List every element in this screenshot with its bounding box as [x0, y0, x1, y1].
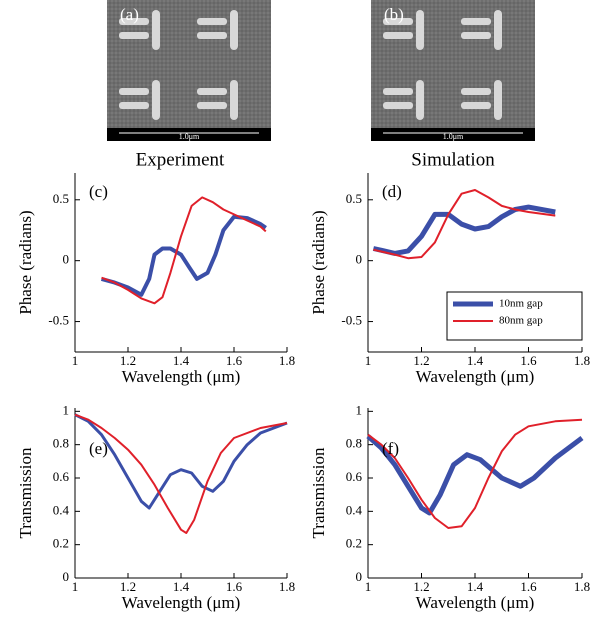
y-tick-label: 0.4: [53, 502, 70, 517]
y-axis-label: Transmission: [16, 447, 35, 539]
y-tick-label: 0: [356, 252, 363, 267]
x-tick-label: 1.6: [520, 579, 537, 594]
series-line: [74, 413, 288, 510]
series-line: [74, 413, 288, 534]
panel-label: (a): [120, 5, 139, 24]
x-tick-label: 1.8: [574, 353, 590, 368]
x-tick-label: 1.4: [467, 579, 484, 594]
y-axis-label: Transmission: [309, 447, 328, 539]
y-tick-label: 1: [356, 402, 363, 417]
panel-label: (d): [382, 182, 402, 201]
x-tick-label: 1.2: [120, 353, 136, 368]
x-tick-label: 1: [72, 579, 79, 594]
y-axis-label: Phase (radians): [309, 210, 328, 314]
x-tick-label: 1: [72, 353, 79, 368]
y-tick-label: 0.4: [346, 502, 363, 517]
y-tick-label: 0.5: [53, 191, 69, 206]
x-tick-label: 1.2: [413, 353, 429, 368]
series-line: [367, 418, 583, 529]
x-tick-label: 1.4: [467, 353, 484, 368]
y-tick-label: 0: [63, 252, 70, 267]
y-axis-label: Phase (radians): [16, 210, 35, 314]
y-tick-label: 0.5: [346, 191, 362, 206]
x-tick-label: 1.6: [226, 579, 243, 594]
y-tick-label: -0.5: [341, 313, 362, 328]
series-line: [100, 214, 267, 297]
panel-label: (b): [384, 5, 404, 24]
panel-label: (f): [382, 439, 399, 458]
legend-box: [446, 291, 583, 341]
x-tick-label: 1: [365, 353, 372, 368]
series-line: [366, 434, 584, 516]
x-axis-label: Wavelength (μm): [416, 593, 535, 612]
y-tick-label: 1: [63, 402, 70, 417]
scale-label: 1.0μm: [179, 132, 200, 141]
y-tick-label: 0: [356, 569, 363, 584]
series-line: [373, 189, 556, 260]
legend-label: 80nm gap: [499, 315, 543, 327]
y-tick-label: 0.2: [53, 536, 69, 551]
x-axis-label: Wavelength (μm): [122, 593, 241, 612]
y-tick-label: -0.5: [48, 313, 69, 328]
x-axis-label: Wavelength (μm): [122, 367, 241, 386]
x-tick-label: 1.8: [574, 579, 590, 594]
x-tick-label: 1.4: [173, 579, 190, 594]
legend-label: 10nm gap: [499, 298, 543, 310]
x-tick-label: 1.6: [226, 353, 243, 368]
x-tick-label: 1.2: [413, 579, 429, 594]
panel-label: (c): [89, 182, 108, 201]
legend: 10nm gap 80nm gap: [446, 291, 583, 341]
series-line: [372, 204, 556, 256]
y-tick-label: 0.8: [346, 436, 362, 451]
x-tick-label: 1.8: [279, 579, 295, 594]
scale-label: 1.0μm: [443, 132, 464, 141]
series-line: [101, 196, 267, 305]
y-tick-label: 0.6: [346, 469, 363, 484]
y-tick-label: 0.8: [53, 436, 69, 451]
x-tick-label: 1.8: [279, 353, 295, 368]
x-tick-label: 1.2: [120, 579, 136, 594]
x-tick-label: 1.6: [520, 353, 537, 368]
x-tick-label: 1.4: [173, 353, 190, 368]
panel-label: (e): [89, 439, 108, 458]
y-tick-label: 0.2: [346, 536, 362, 551]
y-tick-label: 0: [63, 569, 70, 584]
y-tick-label: 0.6: [53, 469, 70, 484]
caption: Experiment: [136, 149, 225, 170]
caption: Simulation: [411, 149, 495, 170]
x-axis-label: Wavelength (μm): [416, 367, 535, 386]
x-tick-label: 1: [365, 579, 372, 594]
